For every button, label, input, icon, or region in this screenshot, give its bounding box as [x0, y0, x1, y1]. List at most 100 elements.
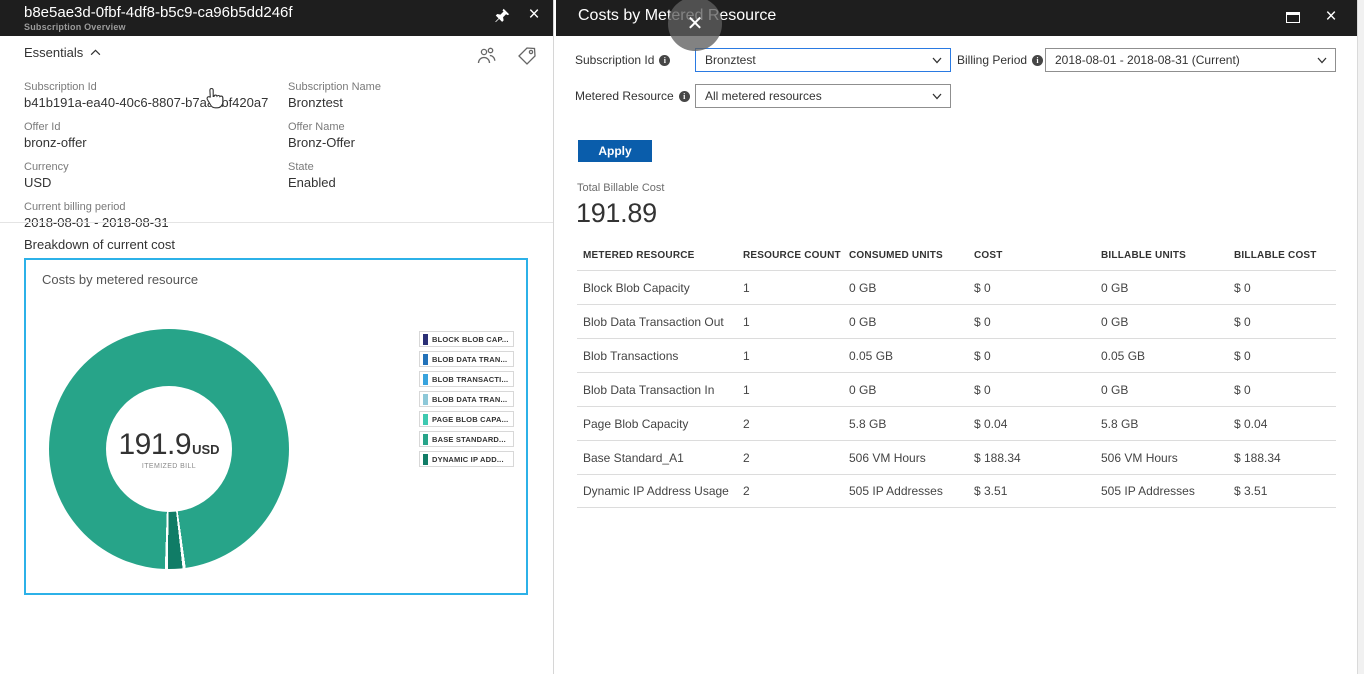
table-row[interactable]: Block Blob Capacity 1 0 GB $ 0 0 GB $ 0: [577, 270, 1336, 304]
total-billable-cost-value: 191.89: [576, 198, 657, 228]
field-billing-period: Current billing period 2018-08-01 - 2018…: [24, 200, 274, 231]
legend-label: BLOB TRANSACTI...: [432, 374, 509, 384]
table-row[interactable]: Blob Transactions 1 0.05 GB $ 0 0.05 GB $ 0: [577, 338, 1336, 372]
legend-label: BLOB DATA TRAN...: [432, 394, 508, 404]
info-icon[interactable]: i: [678, 90, 690, 102]
chevron-down-icon: [1317, 57, 1327, 64]
subscription-subtitle: Subscription Overview: [24, 22, 126, 32]
column-header[interactable]: COST: [974, 249, 1003, 261]
chart-card-title: Costs by metered resource: [42, 272, 199, 287]
essentials-toggle[interactable]: Essentials: [24, 45, 101, 60]
costs-by-metered-resource-blade: Costs by Metered Resource × ✕ Subscripti…: [556, 0, 1364, 674]
cell: $ 0: [1234, 314, 1251, 329]
filter-label-text: Metered Resource: [575, 89, 674, 103]
donut-chart[interactable]: 191.9 USD ITEMIZED BILL: [49, 329, 289, 569]
table-row[interactable]: Dynamic IP Address Usage 2 505 IP Addresse…: [577, 474, 1336, 508]
touch-indicator-x-icon: ✕: [686, 13, 704, 35]
billing-period-filter-label: Billing Period i: [957, 53, 1044, 67]
field-value[interactable]: b41b191a-ea40-40c6-8807-b7aa8bf420a7: [24, 95, 269, 110]
legend-item[interactable]: BLOB DATA TRAN...: [419, 391, 514, 407]
subscription-overview-blade: b8e5ae3d-0fbf-4df8-b5c9-ca96b5dd246f Sub…: [0, 0, 554, 674]
legend-item[interactable]: PAGE BLOB CAPA...: [419, 411, 514, 427]
essentials-label: Essentials: [24, 45, 84, 60]
field-value: Bronz-Offer: [288, 135, 355, 150]
field-label: Currency: [24, 161, 69, 173]
chevron-down-icon: [932, 93, 942, 100]
legend-swatch: [423, 433, 428, 445]
table-row[interactable]: Base Standard_A1 2 506 VM Hours $ 188.34 506…: [577, 440, 1336, 474]
cell: Blob Data Transaction Out: [583, 314, 724, 329]
legend-item[interactable]: BLOCK BLOB CAP...: [419, 331, 514, 347]
essentials-bar: Essentials: [24, 44, 543, 70]
legend-item[interactable]: BLOB DATA TRAN...: [419, 351, 514, 367]
field-label: Subscription Id: [24, 81, 97, 93]
column-header[interactable]: RESOURCE COUNT: [743, 249, 841, 261]
legend-item[interactable]: DYNAMIC IP ADD...: [419, 451, 514, 467]
cell: 1: [743, 348, 750, 363]
field-label: State: [288, 161, 314, 173]
cell: 1: [743, 280, 750, 295]
essentials-right-column: Subscription Name Bronztest Offer Name B…: [288, 80, 538, 200]
info-icon[interactable]: i: [659, 54, 671, 66]
info-icon[interactable]: i: [1032, 54, 1044, 66]
close-blade-icon[interactable]: ×: [528, 4, 540, 25]
cell: $ 0: [974, 314, 991, 329]
cell: 0 GB: [849, 280, 877, 295]
cell: 0 GB: [1101, 314, 1129, 329]
costs-chart-card[interactable]: Costs by metered resource 191.9 USD ITEM…: [24, 258, 528, 595]
touch-indicator[interactable]: ✕: [668, 0, 722, 51]
users-icon[interactable]: [475, 44, 499, 68]
pin-icon[interactable]: [493, 6, 511, 24]
cell: $ 188.34: [974, 450, 1021, 465]
field-value: USD: [24, 175, 52, 190]
subscription-id-dropdown[interactable]: Bronztest: [695, 48, 951, 72]
cell: 0 GB: [1101, 280, 1129, 295]
cell: 1: [743, 382, 750, 397]
scrollbar[interactable]: [1357, 0, 1364, 674]
apply-button[interactable]: Apply: [578, 140, 652, 162]
legend-label: PAGE BLOB CAPA...: [432, 414, 509, 424]
dropdown-value: Bronztest: [705, 53, 756, 67]
subscription-title: b8e5ae3d-0fbf-4df8-b5c9-ca96b5dd246f: [24, 4, 293, 21]
cell: Blob Transactions: [583, 348, 679, 363]
metered-resource-dropdown[interactable]: All metered resources: [695, 84, 951, 108]
field-subscription-name: Subscription Name Bronztest: [288, 80, 538, 111]
dropdown-value: All metered resources: [705, 89, 822, 103]
chart-legend: BLOCK BLOB CAP... BLOB DATA TRAN... BLOB…: [419, 331, 514, 467]
cell: 2: [743, 484, 750, 498]
table-row[interactable]: Page Blob Capacity 2 5.8 GB $ 0.04 5.8 GB $ 0…: [577, 406, 1336, 440]
column-header[interactable]: METERED RESOURCE: [583, 249, 695, 261]
cell: $ 0.04: [974, 416, 1008, 431]
cell: $ 0: [1234, 382, 1251, 397]
donut-center: 191.9 USD ITEMIZED BILL: [106, 386, 232, 512]
field-state: State Enabled: [288, 160, 538, 191]
cell: Page Blob Capacity: [583, 416, 689, 431]
field-label: Offer Id: [24, 121, 61, 133]
table-row[interactable]: Blob Data Transaction In 1 0 GB $ 0 0 GB $ 0: [577, 372, 1336, 406]
table-row[interactable]: Blob Data Transaction Out 1 0 GB $ 0 0 GB $ 0: [577, 304, 1336, 338]
billing-period-dropdown[interactable]: 2018-08-01 - 2018-08-31 (Current): [1045, 48, 1336, 72]
column-header[interactable]: CONSUMED UNITS: [849, 249, 943, 261]
cell: 2: [743, 450, 750, 465]
legend-item[interactable]: BLOB TRANSACTI...: [419, 371, 514, 387]
cell: 505 IP Addresses: [849, 484, 943, 498]
column-header[interactable]: BILLABLE UNITS: [1101, 249, 1187, 261]
tag-icon[interactable]: [515, 44, 539, 68]
field-offer-name: Offer Name Bronz-Offer: [288, 120, 538, 151]
legend-label: BLOCK BLOB CAP...: [432, 334, 509, 344]
cell: $ 0: [974, 280, 991, 295]
cell: Dynamic IP Address Usage: [583, 484, 729, 498]
total-billable-cost-label: Total Billable Cost: [577, 182, 665, 194]
cell: $ 188.34: [1234, 450, 1281, 465]
maximize-icon[interactable]: [1286, 11, 1300, 23]
cell: 0 GB: [849, 382, 877, 397]
donut-caption: ITEMIZED BILL: [141, 463, 197, 470]
subscription-id-filter-label: Subscription Id i: [575, 53, 671, 67]
cell: 505 IP Addresses: [1101, 484, 1195, 498]
chevron-up-icon: [90, 49, 101, 56]
subscription-blade-header: b8e5ae3d-0fbf-4df8-b5c9-ca96b5dd246f Sub…: [0, 0, 553, 36]
column-header[interactable]: BILLABLE COST: [1234, 249, 1317, 261]
close-costs-blade-icon[interactable]: ×: [1325, 6, 1337, 27]
legend-item[interactable]: BASE STANDARD...: [419, 431, 514, 447]
